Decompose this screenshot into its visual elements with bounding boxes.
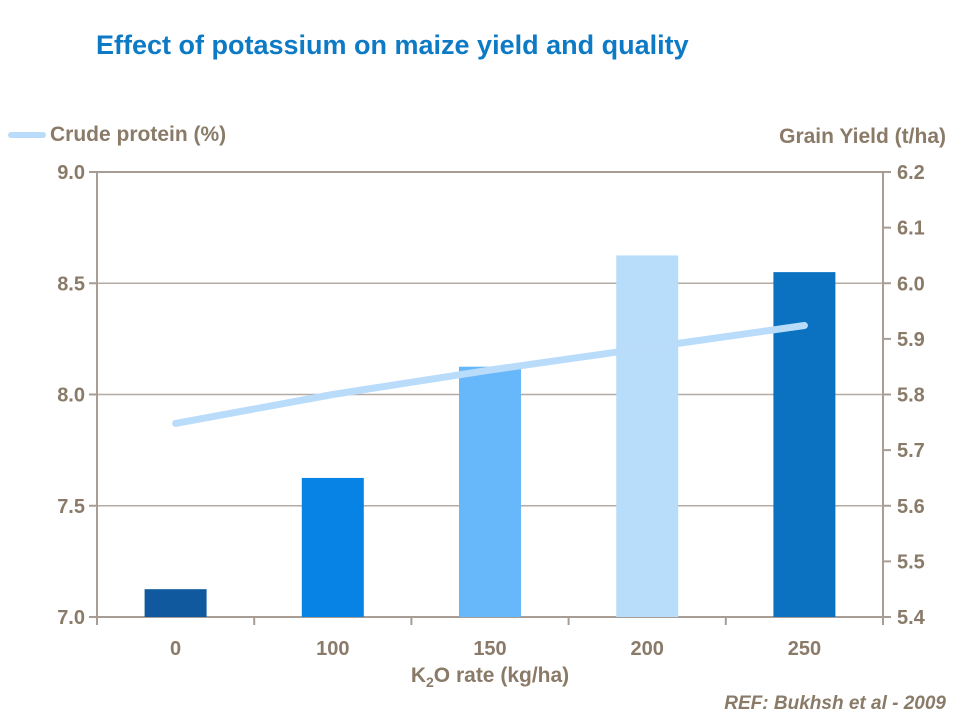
y-right-tick-label: 5.9 (897, 329, 925, 351)
legend: Crude protein (%) (8, 121, 226, 149)
right-axis-title: Grain Yield (t/ha) (779, 125, 946, 148)
y-right-tick-label: 5.5 (897, 551, 925, 573)
x-axis-title-subscript: 2 (426, 674, 434, 691)
y-right-tick-label: 6.0 (897, 273, 925, 295)
chart-title: Effect of potassium on maize yield and q… (96, 30, 689, 60)
x-axis-title-suffix: O rate (kg/ha) (433, 664, 570, 687)
line-series-legend-marker (8, 132, 46, 138)
bar-0 (144, 589, 207, 617)
crude-protein-line (172, 322, 808, 427)
y-right-tick-label: 5.4 (897, 607, 926, 629)
left-axis-title: Crude protein (%) (50, 123, 227, 146)
y-right-tick-label: 5.8 (897, 385, 925, 407)
y-right-tick-label: 6.1 (897, 218, 925, 240)
x-category-label: 250 (788, 638, 821, 660)
x-category-label: 100 (316, 638, 349, 660)
x-category-label: 200 (631, 638, 664, 660)
reference-text: REF: Bukhsh et al - 2009 (724, 693, 946, 714)
x-category-label: 0 (170, 638, 181, 660)
y-left-tick-label: 8.5 (57, 273, 85, 295)
y-left-tick-label: 8.0 (57, 385, 85, 407)
bar-150 (459, 366, 521, 617)
x-axis-title-prefix: K (410, 664, 426, 687)
y-left-tick-label: 7.0 (57, 607, 85, 629)
y-right-tick-label: 5.6 (897, 496, 925, 518)
y-left-tick-label: 7.5 (57, 496, 85, 518)
y-right-tick-label: 5.7 (897, 440, 925, 462)
x-axis-title: K2O rate (kg/ha) (97, 664, 883, 690)
y-right-tick-label: 6.2 (897, 162, 925, 184)
y-left-tick-label: 9.0 (57, 162, 85, 184)
bar-200 (616, 255, 679, 617)
bar-100 (301, 477, 364, 617)
x-category-label: 150 (473, 638, 506, 660)
